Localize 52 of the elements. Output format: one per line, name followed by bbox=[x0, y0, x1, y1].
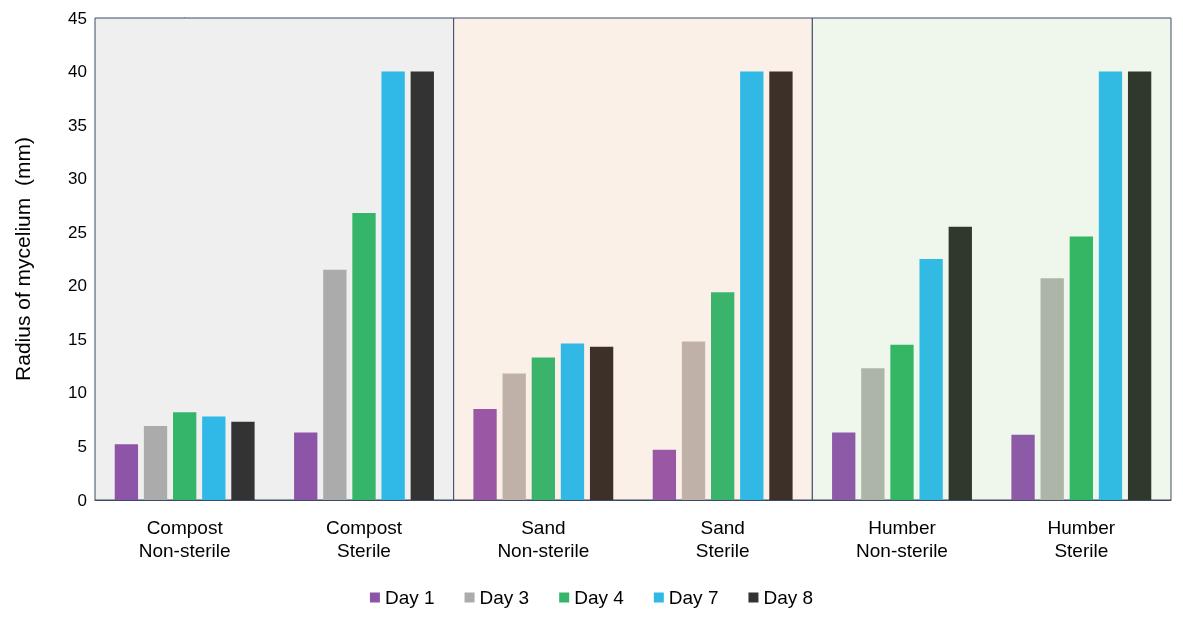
y-tick-label: 0 bbox=[77, 490, 87, 510]
bar bbox=[1127, 71, 1152, 500]
bar bbox=[173, 412, 197, 500]
bar bbox=[919, 259, 943, 500]
x-tick-label: Sand Sterile bbox=[695, 517, 750, 561]
bar bbox=[681, 341, 706, 500]
y-tick-label: 20 bbox=[68, 276, 87, 296]
x-tick-label: Humber Sterile bbox=[1047, 517, 1116, 561]
bar bbox=[1098, 71, 1123, 500]
y-tick-label: 15 bbox=[68, 329, 87, 349]
bar bbox=[352, 212, 376, 500]
bar bbox=[531, 357, 555, 500]
bar bbox=[410, 71, 434, 500]
bar bbox=[202, 416, 226, 500]
bar bbox=[114, 444, 139, 500]
y-tick-label: 5 bbox=[77, 436, 87, 456]
y-axis-title: Radius of mycelium (mm) bbox=[11, 137, 34, 381]
bar bbox=[948, 226, 972, 500]
bar bbox=[502, 373, 526, 500]
bar bbox=[832, 432, 856, 500]
x-tick-label: Compost Non-sterile bbox=[138, 517, 231, 561]
y-tick-label: 30 bbox=[68, 169, 87, 189]
x-tick-label: Compost Sterile bbox=[325, 517, 403, 561]
y-tick-label: 10 bbox=[68, 383, 87, 403]
bar bbox=[381, 71, 405, 500]
y-tick-label: 45 bbox=[68, 8, 87, 28]
bar bbox=[1011, 434, 1035, 500]
legend-label: Day 8 bbox=[763, 587, 814, 608]
legend-label: Day 4 bbox=[574, 587, 625, 608]
bar bbox=[769, 71, 793, 500]
legend-label: Day 3 bbox=[479, 587, 530, 608]
bar bbox=[294, 432, 318, 500]
bar bbox=[740, 71, 764, 500]
y-tick-label: 35 bbox=[68, 115, 87, 135]
bar bbox=[1040, 278, 1064, 500]
legend-label: Day 7 bbox=[668, 587, 719, 608]
y-tick-label: 25 bbox=[68, 222, 87, 242]
legend-label: Day 1 bbox=[384, 587, 435, 608]
bar bbox=[890, 344, 914, 500]
x-tick-label: Humber Non-sterile bbox=[856, 517, 948, 561]
bar bbox=[1069, 236, 1093, 500]
bar bbox=[473, 408, 497, 500]
bar bbox=[861, 368, 885, 500]
bar bbox=[143, 426, 168, 500]
bar bbox=[231, 421, 255, 500]
y-tick-label: 40 bbox=[68, 62, 87, 82]
bar bbox=[652, 449, 677, 500]
x-tick-label: Sand Non-sterile bbox=[497, 517, 590, 561]
bar bbox=[323, 269, 347, 500]
bar bbox=[560, 343, 585, 500]
bar bbox=[589, 346, 614, 500]
bar bbox=[711, 292, 735, 500]
